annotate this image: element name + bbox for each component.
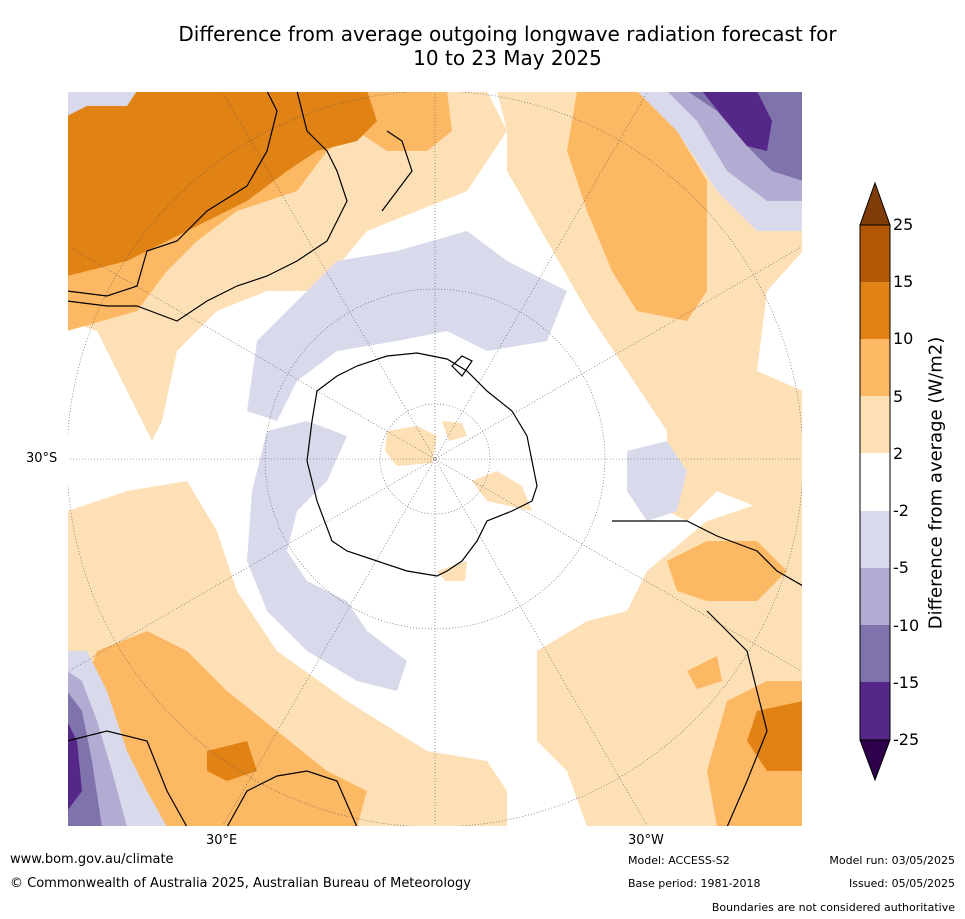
longitude-label-30e: 30°E bbox=[206, 833, 238, 848]
colorbar-tick: 5 bbox=[893, 387, 904, 406]
colorbar-band-neutral bbox=[860, 453, 890, 511]
colorbar-band-2-5 bbox=[860, 396, 890, 453]
colorbar-tick: -5 bbox=[893, 558, 909, 577]
colorbar-band-minus10-minus5 bbox=[860, 568, 890, 625]
colorbar-tick: 10 bbox=[893, 329, 914, 348]
model-text: Model: ACCESS-S2 bbox=[628, 854, 730, 867]
model-run-text: Model run: 03/05/2025 bbox=[829, 854, 955, 867]
map-panel bbox=[67, 91, 803, 827]
disclaimer-text: Boundaries are not considered authoritat… bbox=[711, 901, 955, 914]
colorbar-under-arrow bbox=[859, 739, 891, 782]
colorbar-band-10-15 bbox=[860, 282, 890, 339]
base-period-text: Base period: 1981-2018 bbox=[628, 877, 761, 890]
title-line-2: 10 to 23 May 2025 bbox=[413, 46, 602, 70]
title-line-1: Difference from average outgoing longwav… bbox=[178, 22, 837, 46]
longitude-label-30w: 30°W bbox=[628, 833, 664, 848]
colorbar-tick: 25 bbox=[893, 215, 914, 234]
colorbar-band-5-10 bbox=[860, 339, 890, 396]
colorbar-tick: -15 bbox=[893, 673, 920, 692]
coastlines bbox=[67, 91, 803, 827]
colorbar-tick: 2 bbox=[893, 444, 904, 463]
latitude-label-30s: 30°S bbox=[26, 451, 58, 466]
colorbar-band-minus5-minus2 bbox=[860, 511, 890, 568]
map-title: Difference from average outgoing longwav… bbox=[60, 22, 955, 70]
anomaly-minus25-to-minus15 bbox=[67, 91, 772, 811]
issued-text: Issued: 05/05/2025 bbox=[848, 877, 955, 890]
colorbar-tick: -2 bbox=[893, 501, 909, 520]
website-link[interactable]: www.bom.gov.au/climate bbox=[10, 852, 174, 867]
colorbar-tick: -10 bbox=[893, 616, 920, 635]
colorbar-tick: 15 bbox=[893, 272, 914, 291]
copyright-text: © Commonwealth of Australia 2025, Austra… bbox=[10, 876, 471, 891]
colorbar bbox=[859, 181, 891, 782]
colorbar-band-15-25 bbox=[860, 225, 890, 282]
colorbar-band-minus15-minus10 bbox=[860, 625, 890, 682]
colorbar-over-arrow bbox=[859, 181, 891, 226]
colorbar-band-minus25-minus15 bbox=[860, 682, 890, 740]
graticule bbox=[67, 91, 803, 827]
colorbar-tick: -25 bbox=[893, 730, 920, 749]
colorbar-label: Difference from average (W/m2) bbox=[925, 336, 947, 630]
